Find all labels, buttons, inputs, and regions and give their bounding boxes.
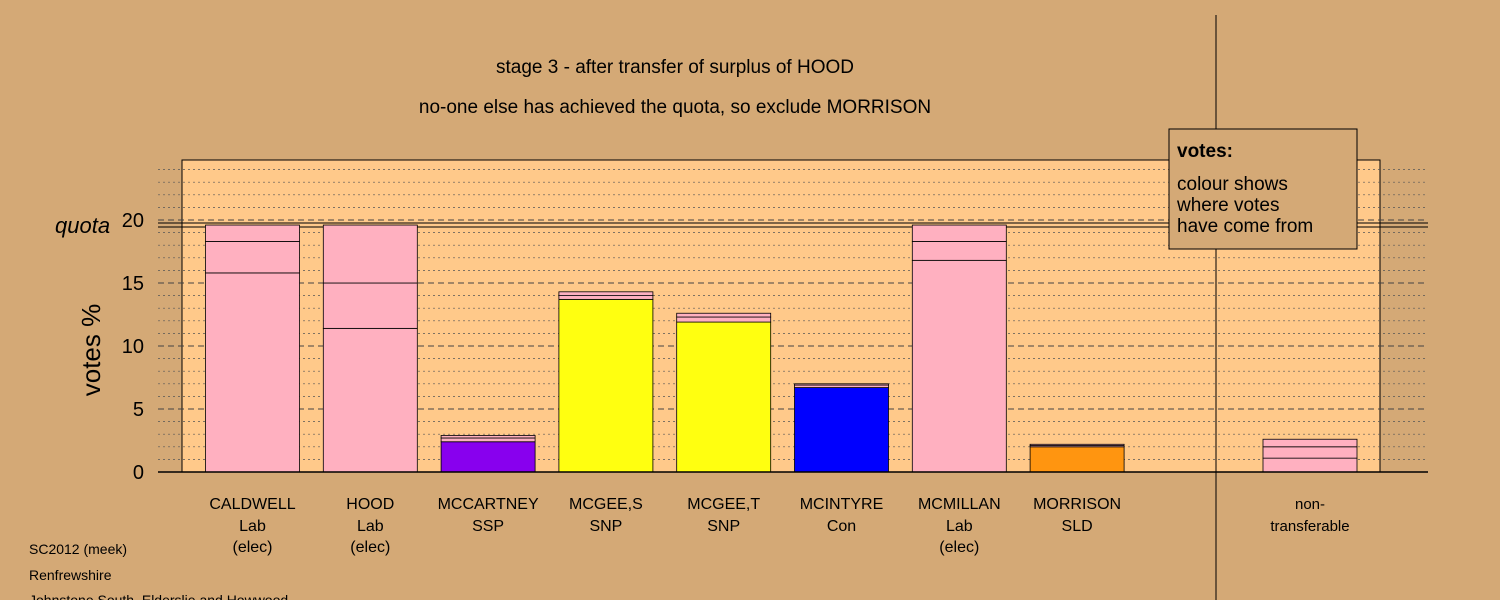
legend-line-2: where votes (1176, 195, 1279, 216)
legend-heading: votes: (1177, 141, 1233, 162)
party-label: Lab (946, 518, 973, 535)
party-label: SNP (707, 518, 740, 535)
bar-segment (558, 298, 654, 473)
bars (205, 224, 1358, 473)
bar-segment (322, 327, 418, 473)
bar-segment (205, 241, 300, 274)
y-tick-label: 20 (122, 210, 144, 232)
y-axis-label: votes % (76, 304, 106, 397)
bar-segment (794, 383, 889, 386)
party-label: SSP (472, 518, 504, 535)
bar-segment (440, 435, 536, 439)
chart-subtitle: no-one else has achieved the quota, so e… (419, 97, 931, 118)
nontransferable-label: transferable (1270, 518, 1349, 535)
nontransferable-bar-segment (1262, 438, 1358, 448)
party-label: Con (827, 518, 856, 535)
bar-segment (440, 441, 536, 473)
party-label: SNP (589, 518, 622, 535)
candidate-name-label: MCGEE,S (569, 496, 643, 513)
candidate-name-label: MCINTYRE (800, 496, 884, 513)
bar-segment (558, 291, 654, 297)
nontransferable-bar-segment (1262, 457, 1358, 473)
bar-segment (440, 437, 536, 443)
candidate-name-label: MCCARTNEY (438, 496, 539, 513)
bar-segment (676, 312, 772, 318)
bar-segment (676, 316, 772, 323)
bar-segment (322, 282, 418, 329)
elected-label: (elec) (939, 539, 979, 556)
bar-segment (794, 387, 889, 473)
candidate-name-label: MCMILLAN (918, 496, 1001, 513)
bar-segment (676, 321, 772, 473)
bar-segment (205, 224, 300, 242)
legend-box: votes: colour shows where votes have com… (1168, 128, 1358, 250)
party-label: SLD (1062, 518, 1093, 535)
candidate-name-label: MORRISON (1033, 496, 1121, 513)
elected-label: (elec) (232, 539, 272, 556)
bar-segment (1029, 443, 1125, 446)
footer-ward: Johnstone South, Elderslie and Howwood (29, 592, 288, 600)
footer-council: Renfrewshire (29, 567, 112, 583)
candidate-name-label: MCGEE,T (687, 496, 760, 513)
y-tick-label: 10 (122, 336, 144, 358)
candidate-name-label: HOOD (346, 496, 394, 513)
candidate-name-label: CALDWELL (209, 496, 295, 513)
y-tick-label: 0 (133, 462, 144, 484)
bar-segment (911, 259, 1007, 473)
bar-segment (911, 241, 1007, 261)
bar-segment (558, 295, 654, 300)
legend-frame (1168, 128, 1358, 250)
bar-segment (911, 224, 1007, 242)
y-tick-label: 5 (133, 399, 144, 421)
legend-line-3: have come from (1177, 216, 1313, 237)
nontransferable-label: non- (1295, 496, 1325, 513)
party-label: Lab (239, 518, 266, 535)
quota-label: quota (55, 213, 110, 238)
chart-title: stage 3 - after transfer of surplus of H… (496, 57, 854, 78)
bar-segment (1029, 446, 1125, 473)
y-tick-label: 15 (122, 273, 144, 295)
legend-line-1: colour shows (1177, 174, 1288, 195)
footer-method: SC2012 (meek) (29, 541, 127, 557)
elected-label: (elec) (350, 539, 390, 556)
bar-segment (322, 224, 418, 284)
nontransferable-bar-segment (1262, 446, 1358, 459)
bar-segment (205, 272, 300, 473)
party-label: Lab (357, 518, 384, 535)
x-axis-labels: CALDWELL Lab (elec) HOOD Lab (elec) MCCARTNEY S… (209, 496, 1349, 556)
